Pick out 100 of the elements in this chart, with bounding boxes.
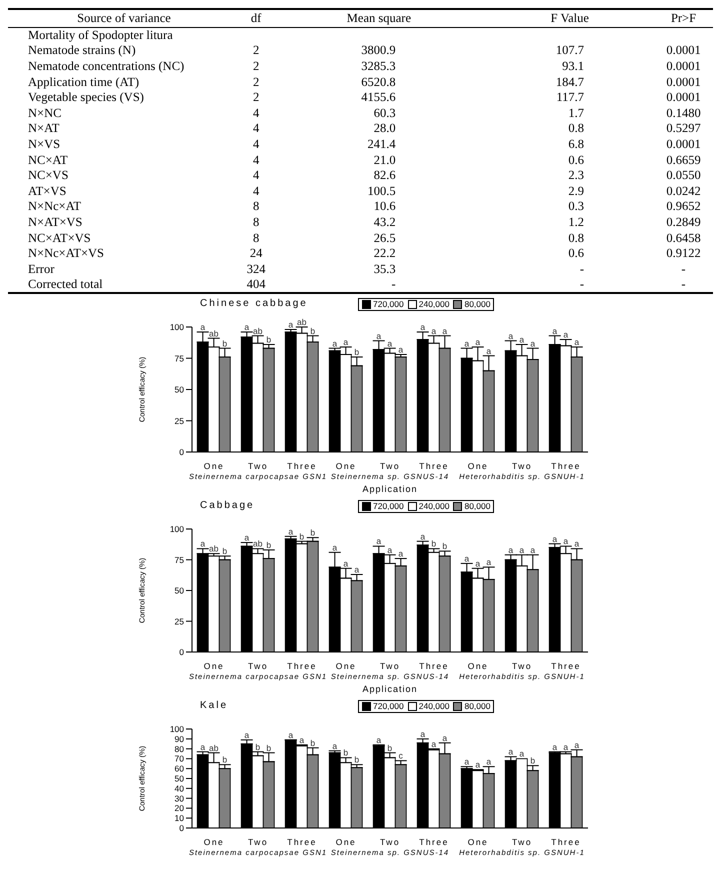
x-tick-label: One (336, 461, 356, 471)
category-label: N×NC (27, 105, 62, 122)
data-label: a (552, 326, 558, 336)
category-label: Application time (AT) (27, 74, 140, 90)
data-label: a (376, 536, 382, 546)
data-label: a (486, 756, 492, 767)
data-label: a (530, 544, 536, 555)
data-label: 404 (246, 277, 266, 293)
data-label: 1.2 (567, 214, 585, 230)
data-label: 0.0001 (665, 136, 702, 152)
data-label: a (574, 337, 580, 347)
data-label: a (552, 742, 558, 752)
data-label: b (266, 540, 272, 550)
category-label: N×AT (27, 121, 60, 137)
data-label: a (200, 742, 206, 752)
data-label: b (343, 748, 348, 758)
data-label: - (680, 261, 687, 277)
x-axis-title: Application (362, 684, 418, 694)
legend-label: 240,000 (418, 701, 450, 712)
data-label: 241.4 (366, 136, 397, 152)
chart-title: Cabbage (200, 500, 255, 511)
x-tick-label: One (204, 461, 224, 471)
y-tick-label: 100 (170, 322, 184, 332)
data-label: a (563, 536, 568, 546)
data-label: b (222, 754, 228, 765)
x-tick-label: Two (380, 837, 400, 847)
y-tick-label: 50 (174, 384, 184, 395)
data-label: 184.7 (554, 74, 585, 90)
x-tick-label: Two (512, 837, 532, 847)
category-label: Error (27, 261, 56, 277)
data-label: a (574, 740, 580, 750)
data-label: a (332, 542, 338, 552)
data-label: a (387, 338, 392, 348)
y-tick-label: 100 (170, 524, 184, 534)
data-label: b (431, 538, 436, 549)
data-label: 6520.8 (360, 74, 397, 90)
data-label: a (244, 730, 250, 740)
data-label: 6.8 (567, 136, 585, 152)
category-label: N×Nc×AT (27, 199, 82, 215)
category-label: Mortality of Spodopter litura (27, 28, 174, 44)
data-label: 100.5 (366, 183, 397, 200)
data-label: a (552, 534, 558, 544)
data-label: a (332, 338, 338, 348)
x-tick-label: Three (419, 837, 449, 847)
data-label: a (420, 531, 426, 542)
y-tick-label: 25 (174, 616, 184, 626)
data-label: a (343, 337, 348, 347)
data-label: b (310, 738, 316, 748)
x-axis-title: Application (362, 484, 418, 494)
data-label: 0.1480 (665, 105, 702, 122)
x-tick-label: One (468, 461, 488, 471)
data-label: a (486, 346, 492, 356)
y-tick-label: 0 (179, 823, 184, 834)
data-label: a (563, 330, 568, 340)
legend-label: 80,000 (464, 299, 490, 310)
legend-label: 720,000 (373, 299, 404, 310)
data-label: 0.6458 (665, 230, 702, 246)
x-tick-label: Two (512, 461, 532, 471)
legend-label: 240,000 (418, 501, 450, 512)
data-label: 26.5 (372, 230, 397, 246)
data-label: a (420, 728, 426, 739)
data-label: 0.5297 (665, 121, 702, 137)
legend-label: 80,000 (464, 701, 490, 712)
data-label: a (519, 748, 524, 759)
data-label: b (530, 756, 536, 766)
y-tick-label: 10 (174, 813, 184, 824)
data-label: 3800.9 (360, 43, 397, 59)
text: F Value (486, 9, 654, 28)
data-label: a (508, 746, 514, 757)
category-label: N×VS (27, 136, 62, 152)
data-label: b (387, 742, 392, 753)
x-tick-label: One (204, 837, 224, 847)
data-label: 28.0 (372, 121, 397, 137)
data-label: a (200, 322, 206, 332)
data-label: a (299, 734, 304, 745)
x-tick-label: One (336, 661, 356, 671)
data-label: a (332, 740, 338, 751)
data-label: a (376, 734, 382, 745)
y-tick-label: 100 (170, 724, 184, 734)
data-label: a (519, 544, 524, 555)
data-label: c (398, 750, 404, 761)
data-label: 10.6 (372, 199, 397, 215)
data-label: a (420, 322, 426, 332)
data-label: b (222, 546, 228, 556)
data-label: 82.6 (372, 168, 397, 184)
data-label: - (578, 261, 585, 277)
data-label: a (398, 548, 404, 559)
data-label: b (222, 338, 228, 348)
category-label: NC×AT (27, 152, 69, 168)
data-label: 21.0 (372, 152, 397, 168)
y-tick-label: 20 (174, 803, 184, 814)
data-label: ab (297, 317, 307, 327)
data-label: a (244, 322, 250, 332)
data-label: - (390, 277, 397, 293)
x-tick-label: Two (248, 661, 268, 671)
category-label: NC×AT×VS (27, 230, 92, 246)
data-label: a (200, 538, 206, 549)
y-tick-label: 25 (174, 416, 184, 426)
data-label: 2 (252, 43, 260, 59)
data-label: b (266, 334, 272, 344)
